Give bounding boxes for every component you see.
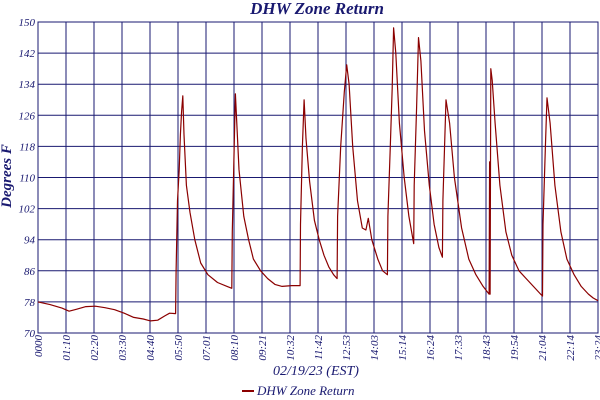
x-tick-label: 18:43 (481, 335, 493, 361)
y-tick-label: 118 (19, 141, 35, 153)
series-layer (37, 27, 599, 322)
grid-layer (37, 21, 599, 334)
legend: DHW Zone Return (242, 383, 355, 398)
y-tick-label: 70 (24, 328, 36, 340)
y-tick-label: 78 (24, 297, 36, 309)
x-tick-label: 07:01 (201, 335, 213, 361)
x-tick-label: 16:24 (425, 335, 437, 361)
legend-label: DHW Zone Return (256, 383, 355, 398)
series-line-0 (37, 27, 599, 322)
x-tick-label: 08:10 (229, 335, 241, 361)
x-tick-label: 22:14 (565, 335, 577, 361)
x-tick-label: 14:03 (369, 335, 381, 361)
x-tick-label: 23:24 (593, 335, 600, 361)
chart-title: DHW Zone Return (249, 0, 384, 18)
y-tick-label: 86 (24, 266, 36, 278)
x-tick-label: 04:40 (145, 335, 157, 361)
x-tick-label: 19:54 (509, 335, 521, 361)
y-axis-label: Degrees F (0, 144, 15, 209)
y-tick-label: 142 (19, 48, 36, 60)
y-tick-label: 150 (19, 17, 36, 29)
x-tick-label: 15:14 (397, 335, 409, 361)
x-tick-label: 03:30 (117, 335, 129, 361)
x-tick-label: 21:04 (537, 335, 549, 361)
x-tick-label: 17:33 (453, 335, 465, 361)
y-tick-label: 134 (19, 79, 36, 91)
x-tick-label: 05:50 (173, 335, 185, 361)
y-tick-label: 94 (24, 235, 36, 247)
y-tick-label: 126 (19, 110, 36, 122)
x-axis-label: 02/19/23 (EST) (273, 364, 359, 379)
x-tick-label: 0000 (33, 335, 45, 358)
x-tick-label: 10:32 (285, 335, 297, 361)
x-tick-label: 12:53 (341, 335, 353, 361)
x-tick-label: 02:20 (89, 335, 101, 361)
y-tick-label: 110 (19, 173, 35, 185)
tick-label-layer: 70 78 86 94 102 110 118 126 134 142 150 0000 01:10 02… (19, 17, 600, 361)
x-tick-label: 09:21 (257, 335, 269, 361)
y-tick-label: 102 (19, 204, 36, 216)
x-tick-label: 11:42 (313, 335, 325, 360)
x-tick-label: 01:10 (61, 335, 73, 361)
